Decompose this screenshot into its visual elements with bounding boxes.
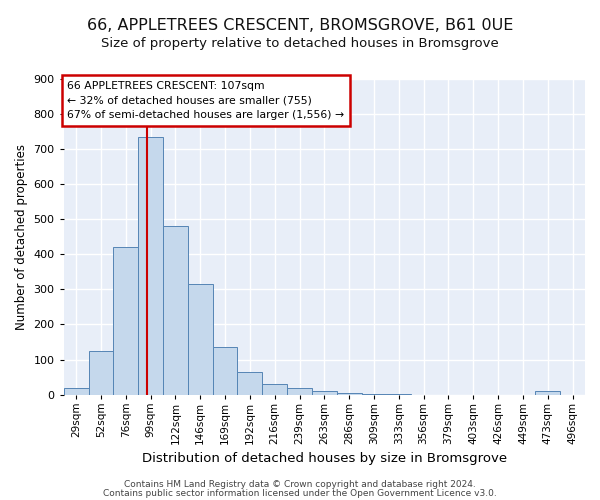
Bar	[262, 384, 287, 394]
Bar	[212, 348, 238, 395]
Y-axis label: Number of detached properties: Number of detached properties	[15, 144, 28, 330]
Text: Size of property relative to detached houses in Bromsgrove: Size of property relative to detached ho…	[101, 38, 499, 51]
Text: Contains public sector information licensed under the Open Government Licence v3: Contains public sector information licen…	[103, 488, 497, 498]
Bar	[64, 388, 89, 394]
Bar	[163, 226, 188, 394]
Bar	[89, 351, 113, 395]
Text: Contains HM Land Registry data © Crown copyright and database right 2024.: Contains HM Land Registry data © Crown c…	[124, 480, 476, 489]
Bar	[535, 391, 560, 394]
Bar	[113, 248, 138, 394]
Bar	[287, 388, 312, 394]
Text: 66, APPLETREES CRESCENT, BROMSGROVE, B61 0UE: 66, APPLETREES CRESCENT, BROMSGROVE, B61…	[87, 18, 513, 32]
Bar	[188, 284, 212, 395]
Text: 66 APPLETREES CRESCENT: 107sqm
← 32% of detached houses are smaller (755)
67% of: 66 APPLETREES CRESCENT: 107sqm ← 32% of …	[67, 81, 344, 120]
X-axis label: Distribution of detached houses by size in Bromsgrove: Distribution of detached houses by size …	[142, 452, 507, 465]
Bar	[138, 137, 163, 394]
Bar	[238, 372, 262, 394]
Bar	[312, 391, 337, 394]
Bar	[337, 393, 362, 394]
